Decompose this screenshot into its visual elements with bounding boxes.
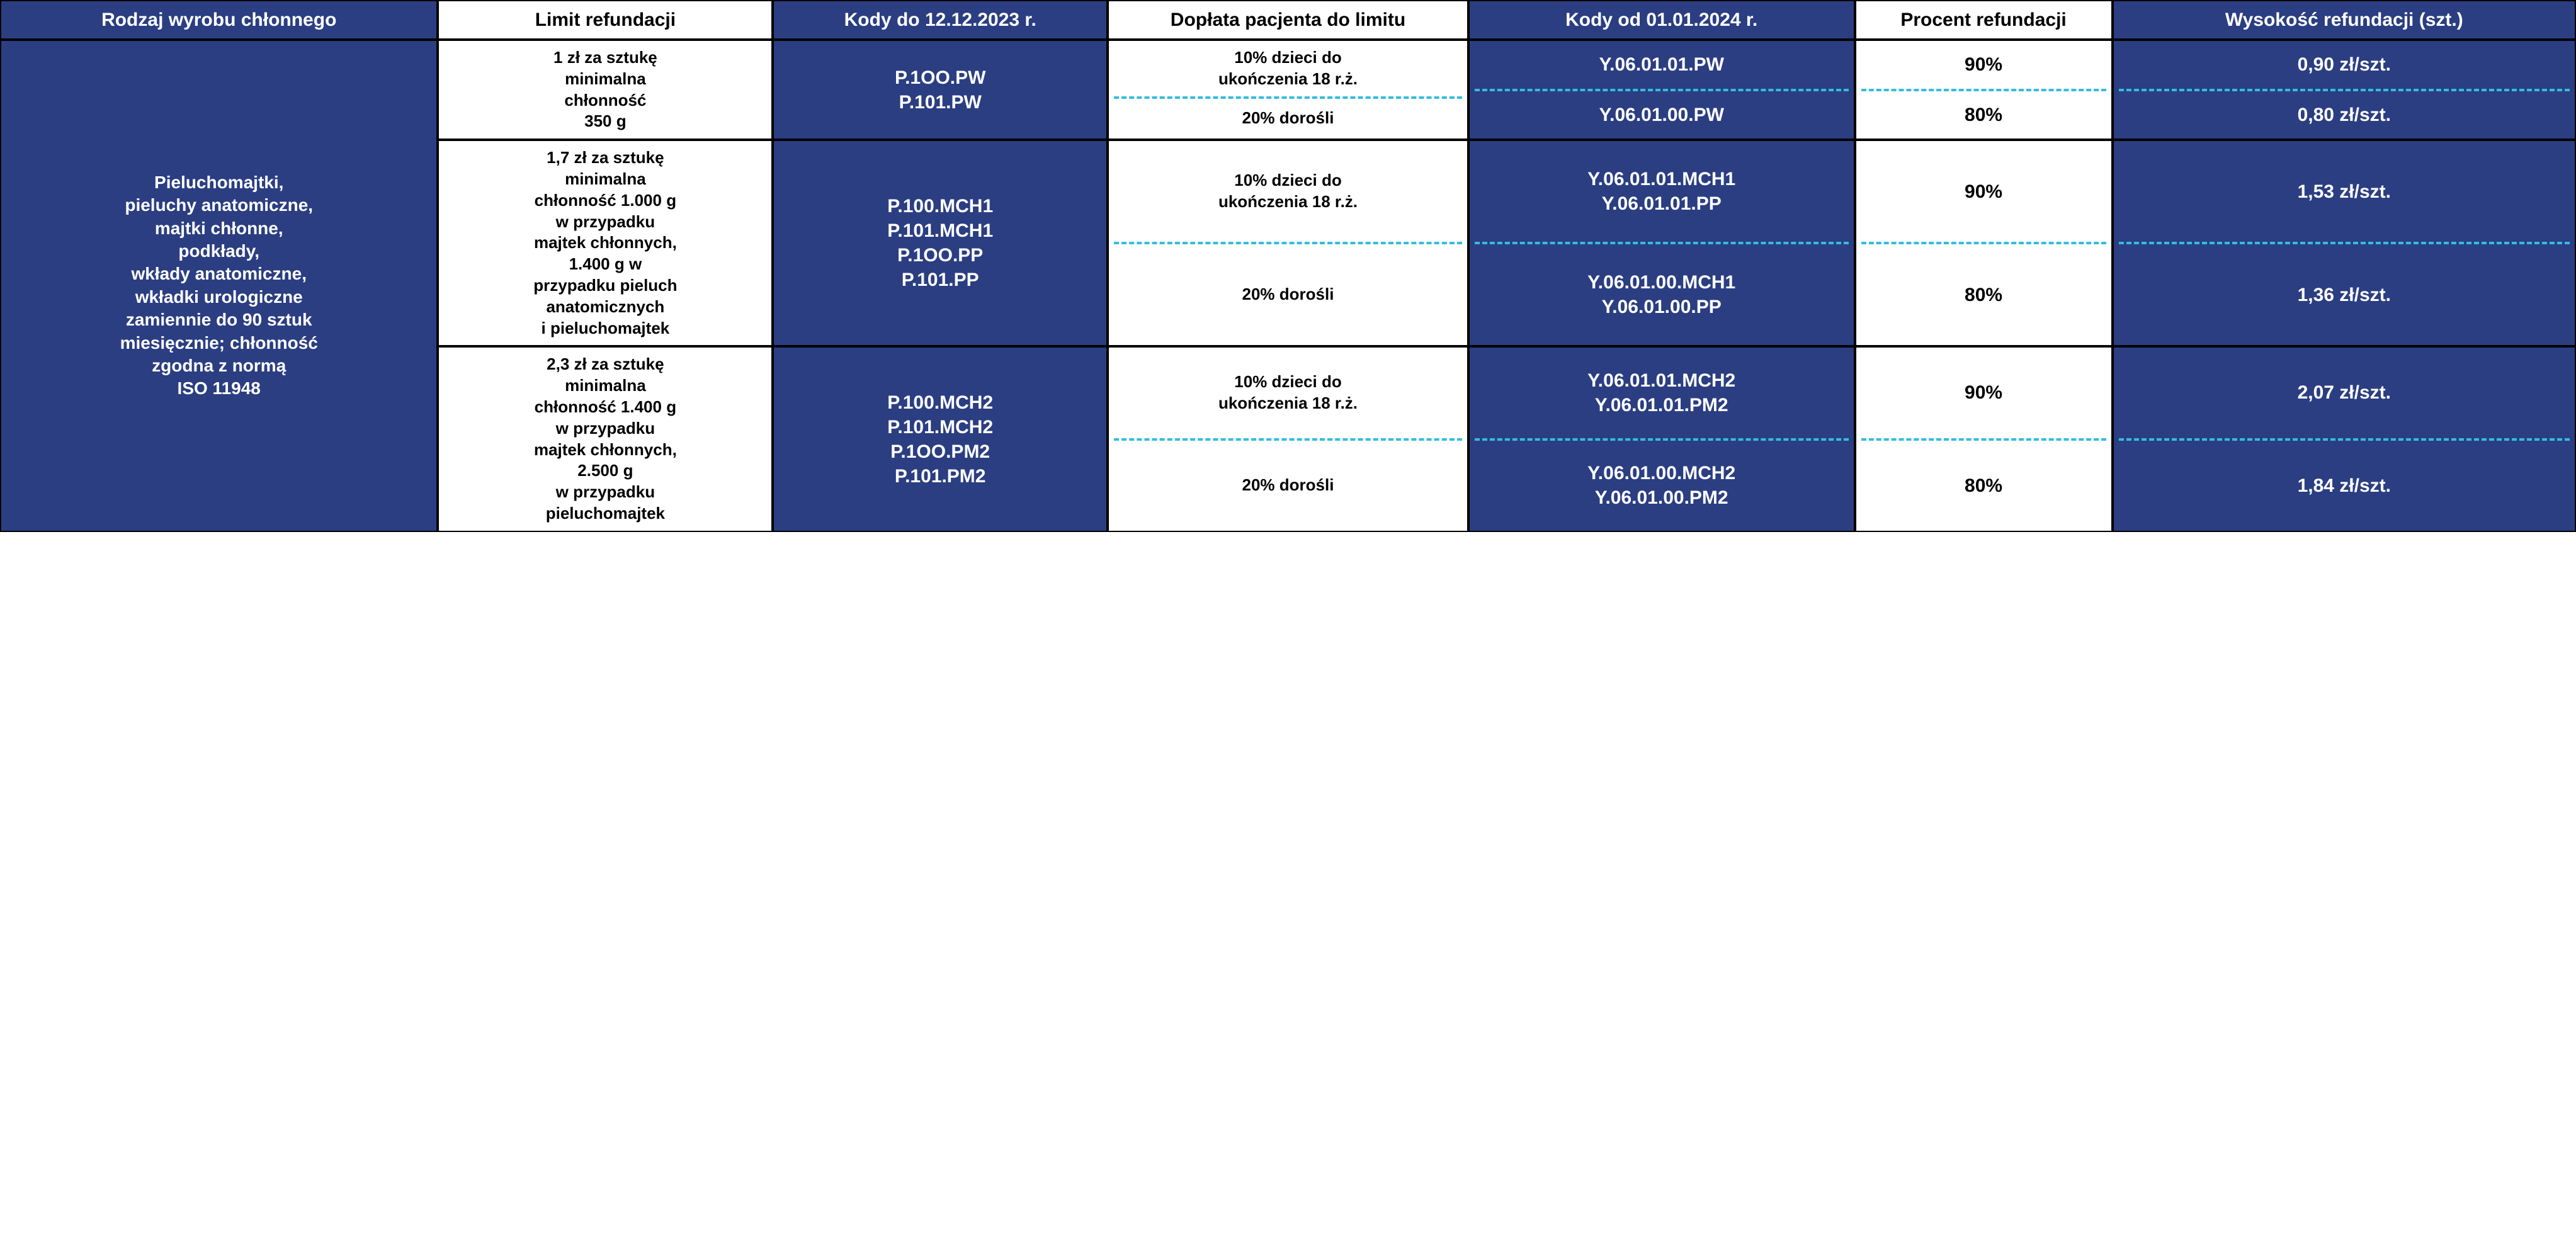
codes-new-1: Y.06.01.01.PW Y.06.01.00.PW — [1468, 40, 1855, 140]
doplata-1b: 20% dorośli — [1109, 99, 1467, 139]
header-wysokosc: Wysokość refundacji (szt.) — [2113, 0, 2576, 40]
codes-new-1a: Y.06.01.01.PW — [1470, 41, 1854, 89]
doplata-1: 10% dzieci do ukończenia 18 r.ż. 20% dor… — [1108, 40, 1468, 140]
codes-new-3a: Y.06.01.01.MCH2 Y.06.01.01.PM2 — [1470, 348, 1854, 438]
header-doplata: Dopłata pacjenta do limitu — [1108, 0, 1468, 40]
codes-old-3: P.100.MCH2 P.101.MCH2 P.1OO.PM2 P.101.PM… — [773, 346, 1108, 531]
header-limit: Limit refundacji — [438, 0, 773, 40]
codes-new-1b: Y.06.01.00.PW — [1470, 91, 1854, 139]
limit-2: 1,7 zł za sztukę minimalna chłonność 1.0… — [438, 140, 773, 346]
doplata-1a: 10% dzieci do ukończenia 18 r.ż. — [1109, 41, 1467, 96]
codes-old-1: P.1OO.PW P.101.PW — [773, 40, 1108, 140]
procent-1a: 90% — [1856, 41, 2111, 89]
wysokosc-3: 2,07 zł/szt. 1,84 zł/szt. — [2113, 346, 2576, 531]
procent-2b: 80% — [1856, 244, 2111, 345]
doplata-2a: 10% dzieci do ukończenia 18 r.ż. — [1109, 141, 1467, 242]
procent-3b: 80% — [1856, 441, 2111, 531]
procent-1: 90% 80% — [1855, 40, 2113, 140]
codes-new-3b: Y.06.01.00.MCH2 Y.06.01.00.PM2 — [1470, 441, 1854, 531]
doplata-2: 10% dzieci do ukończenia 18 r.ż. 20% dor… — [1108, 140, 1468, 346]
header-kody-od: Kody od 01.01.2024 r. — [1468, 0, 1855, 40]
doplata-3b: 20% dorośli — [1109, 441, 1467, 531]
limit-3: 2,3 zł za sztukę minimalna chłonność 1.4… — [438, 346, 773, 531]
category-cell: Pieluchomajtki, pieluchy anatomiczne, ma… — [0, 40, 438, 532]
wysokosc-3b: 1,84 zł/szt. — [2114, 441, 2575, 531]
header-procent: Procent refundacji — [1855, 0, 2113, 40]
procent-3a: 90% — [1856, 348, 2111, 438]
limit-1: 1 zł za sztukę minimalna chłonność 350 g — [438, 40, 773, 140]
doplata-2b: 20% dorośli — [1109, 244, 1467, 345]
wysokosc-1b: 0,80 zł/szt. — [2114, 91, 2575, 139]
codes-new-3: Y.06.01.01.MCH2 Y.06.01.01.PM2 Y.06.01.0… — [1468, 346, 1855, 531]
wysokosc-2: 1,53 zł/szt. 1,36 zł/szt. — [2113, 140, 2576, 346]
codes-new-2: Y.06.01.01.MCH1 Y.06.01.01.PP Y.06.01.00… — [1468, 140, 1855, 346]
codes-new-2a: Y.06.01.01.MCH1 Y.06.01.01.PP — [1470, 141, 1854, 242]
wysokosc-2a: 1,53 zł/szt. — [2114, 141, 2575, 242]
wysokosc-1: 0,90 zł/szt. 0,80 zł/szt. — [2113, 40, 2576, 140]
header-kody-do: Kody do 12.12.2023 r. — [773, 0, 1108, 40]
doplata-3: 10% dzieci do ukończenia 18 r.ż. 20% dor… — [1108, 346, 1468, 531]
wysokosc-3a: 2,07 zł/szt. — [2114, 348, 2575, 438]
wysokosc-1a: 0,90 zł/szt. — [2114, 41, 2575, 89]
procent-3: 90% 80% — [1855, 346, 2113, 531]
procent-2: 90% 80% — [1855, 140, 2113, 346]
doplata-3a: 10% dzieci do ukończenia 18 r.ż. — [1109, 348, 1467, 438]
wysokosc-2b: 1,36 zł/szt. — [2114, 244, 2575, 345]
refund-table: Rodzaj wyrobu chłonnego Limit refundacji… — [0, 0, 2576, 532]
procent-2a: 90% — [1856, 141, 2111, 242]
procent-1b: 80% — [1856, 91, 2111, 139]
codes-old-2: P.100.MCH1 P.101.MCH1 P.1OO.PP P.101.PP — [773, 140, 1108, 346]
codes-new-2b: Y.06.01.00.MCH1 Y.06.01.00.PP — [1470, 244, 1854, 345]
header-rodzaj: Rodzaj wyrobu chłonnego — [0, 0, 438, 40]
